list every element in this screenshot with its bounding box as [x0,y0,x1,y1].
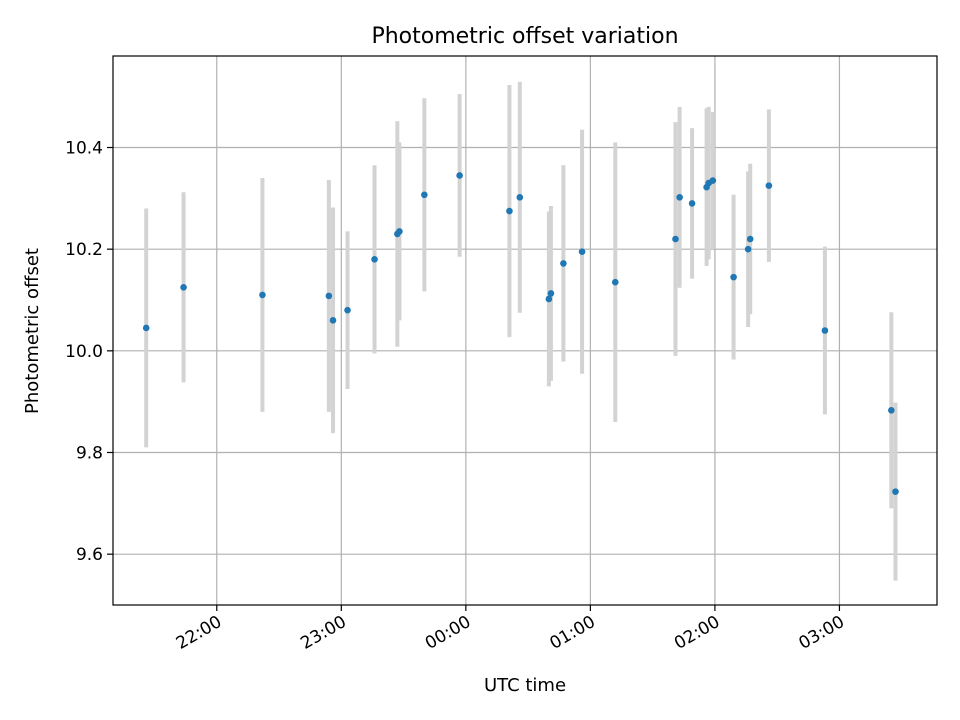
data-point [545,295,553,303]
data-point [688,200,696,207]
y-tick-label: 9.6 [76,545,103,565]
data-point [456,172,463,179]
data-point [325,292,333,300]
data-point [259,291,266,299]
data-point [396,228,403,235]
data-point [516,194,524,201]
data-point [344,306,351,314]
data-point [421,191,428,199]
data-point [730,273,737,281]
data-point [821,327,829,334]
data-point [578,248,586,256]
data-point [329,317,337,324]
data-points [142,172,899,495]
data-point [672,235,679,243]
data-point [744,245,752,253]
data-point [371,256,378,263]
chart-title: Photometric offset variation [371,24,678,49]
data-point [180,283,187,291]
data-point [676,194,683,201]
y-tick-label: 10.0 [65,342,103,362]
y-tick-label: 9.8 [76,444,103,464]
data-point [765,182,773,189]
y-axis-label: Photometric offset [22,248,43,414]
grid [113,56,937,605]
y-axis-ticks: 9.6 9.8 10.0 10.2 10.4 [65,139,113,565]
y-tick-label: 10.2 [65,240,103,260]
data-point [892,488,899,495]
plot-frame [112,55,938,606]
data-point [746,235,754,243]
x-axis-label: UTC time [484,675,566,696]
data-point [506,207,513,215]
data-point [611,278,619,286]
data-point [547,290,555,297]
data-point [560,260,567,267]
data-point [142,324,150,332]
data-point [888,407,895,414]
data-point [709,177,717,184]
y-tick-label: 10.4 [65,139,103,159]
